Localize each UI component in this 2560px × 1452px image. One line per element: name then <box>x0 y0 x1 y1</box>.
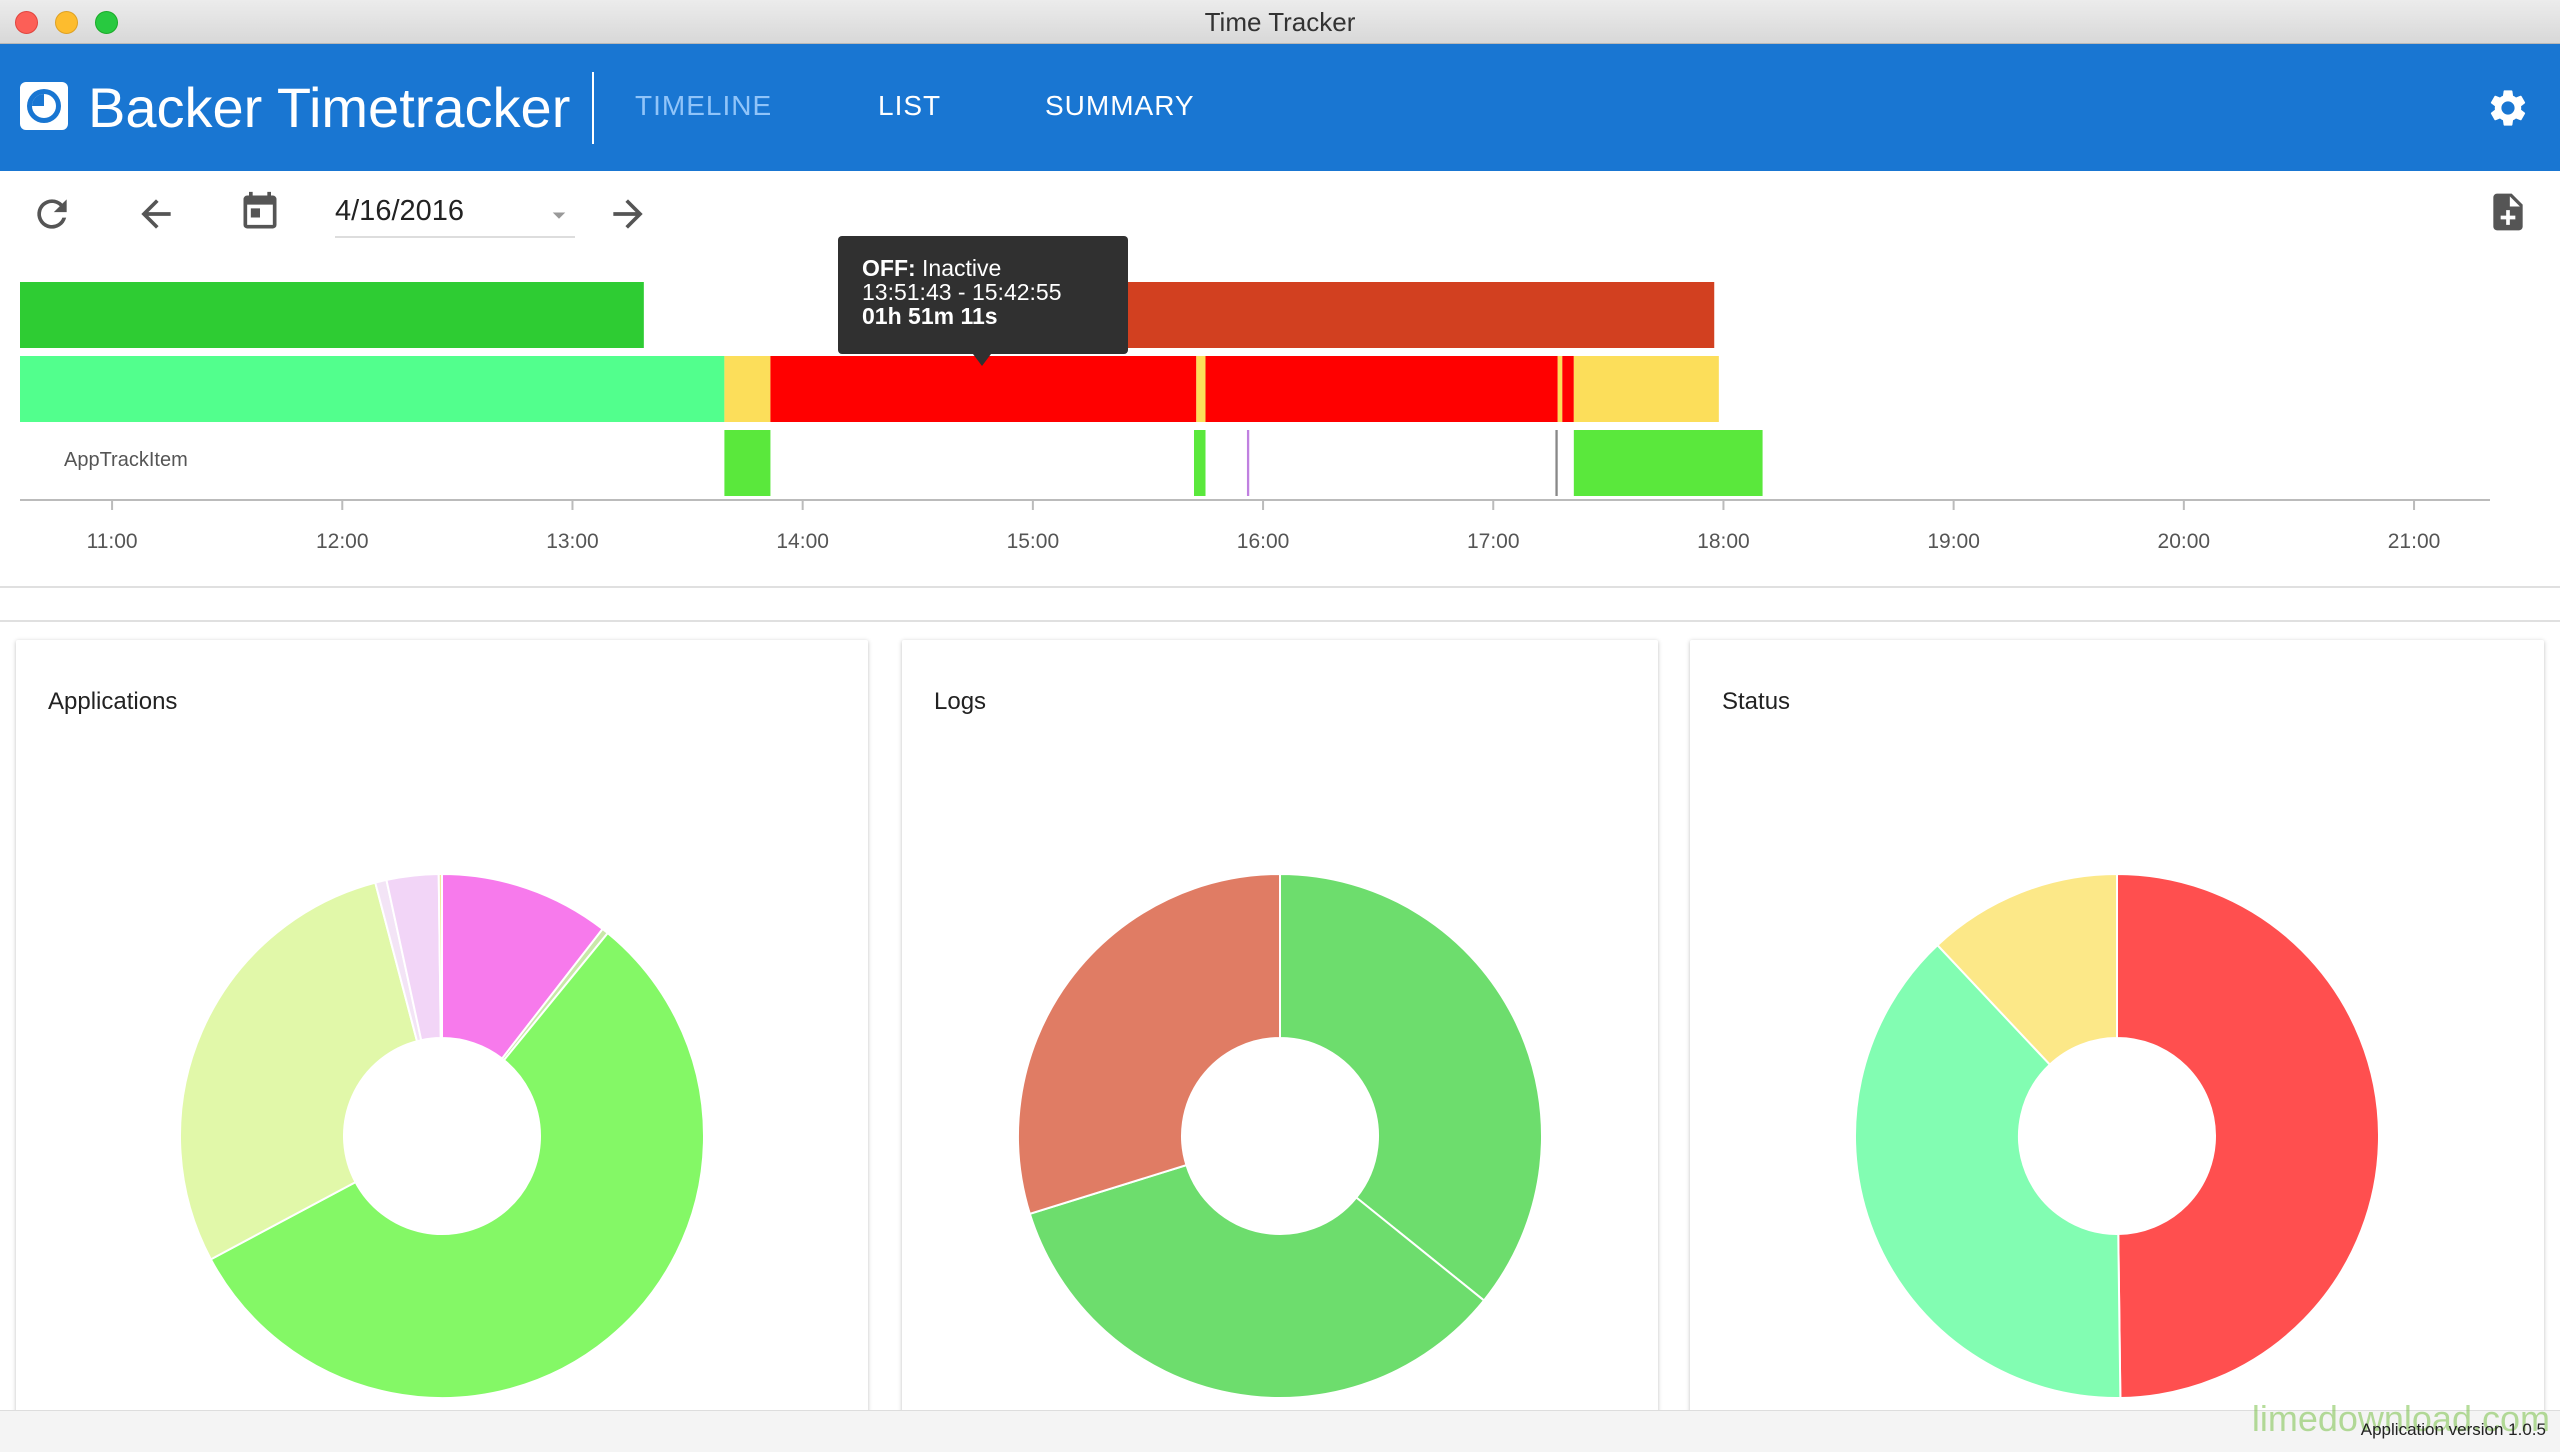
timeline-bar-lane2[interactable] <box>1205 356 1558 422</box>
timeline-bar-lane1[interactable] <box>20 282 644 348</box>
timeline-bar-lane2[interactable] <box>1562 356 1574 422</box>
arrow-back-icon[interactable] <box>134 192 178 236</box>
timeline-tick-label: 20:00 <box>2158 530 2211 553</box>
card-title: Applications <box>48 688 178 715</box>
timeline-tick-label: 17:00 <box>1467 530 1520 553</box>
timeline-tick-label: 13:00 <box>546 530 599 553</box>
timeline-bar-apptrack[interactable] <box>1246 430 1250 496</box>
logs-card: Logs <box>902 640 1658 1452</box>
timeline-tick-label: 18:00 <box>1697 530 1750 553</box>
pie-slice[interactable] <box>1936 872 2118 1067</box>
status-pie-chart <box>1854 872 2380 1399</box>
timeline-tick-label: 12:00 <box>316 530 369 553</box>
row-label-apptrackitem: AppTrackItem <box>64 449 188 471</box>
timeline-bar-lane2[interactable] <box>1196 356 1206 422</box>
logs-pie-chart <box>1017 872 1543 1399</box>
pie-slice[interactable] <box>437 872 443 1040</box>
card-title: Logs <box>934 688 987 715</box>
timeline-tick-label: 16:00 <box>1237 530 1290 553</box>
applications-card: Applications <box>16 640 868 1452</box>
window-titlebar <box>0 0 2560 44</box>
brand-divider <box>592 72 594 144</box>
timeline-tick-label: 11:00 <box>87 530 138 553</box>
refresh-icon[interactable] <box>30 192 74 236</box>
applications-pie-chart <box>179 872 705 1399</box>
pie-slice[interactable] <box>2116 872 2380 1399</box>
calendar-icon[interactable] <box>238 190 282 234</box>
pie-slice[interactable] <box>1017 872 1281 1216</box>
pie-slice[interactable] <box>1279 872 1543 1302</box>
timeline-tick-label: 21:00 <box>2388 530 2441 553</box>
app-header <box>0 44 2560 171</box>
timeline-bar-apptrack[interactable] <box>1573 430 1763 496</box>
minimize-window-button[interactable] <box>55 11 78 34</box>
timeline-bar-lane1[interactable] <box>1078 282 1715 348</box>
app-version: Application version 1.0.5 <box>2360 1420 2546 1439</box>
timeline-tick-label: 19:00 <box>1927 530 1980 553</box>
timeline-bar-apptrack[interactable] <box>1555 430 1558 496</box>
timeline-bar-lane2[interactable] <box>724 356 771 422</box>
tab-list[interactable]: LIST <box>878 90 942 121</box>
close-window-button[interactable] <box>15 11 38 34</box>
pie-slice[interactable] <box>209 931 705 1399</box>
tooltip-status: OFF: <box>862 255 916 281</box>
window-title: Time Tracker <box>1204 7 1356 37</box>
timeline-chart: 11:00 12:00 13:00 14:00 15:00 16:00 17:00 18:00… <box>20 282 2490 553</box>
pie-slice[interactable] <box>1854 943 2122 1399</box>
tab-summary[interactable]: SUMMARY <box>1045 90 1195 121</box>
tab-timeline[interactable]: TIMELINE <box>635 90 773 121</box>
tooltip-range: 13:51:43 - 15:42:55 <box>862 279 1062 305</box>
pie-slice[interactable] <box>1028 1163 1486 1399</box>
timeline-tick-label: 14:00 <box>776 530 829 553</box>
zoom-window-button[interactable] <box>95 11 118 34</box>
timeline-bar-apptrack[interactable] <box>724 430 771 496</box>
clock-logo-icon <box>20 82 68 130</box>
timeline-tick-label: 15:00 <box>1007 530 1060 553</box>
timeline-tooltip: OFF: Inactive 13:51:43 - 15:42:55 01h 51… <box>838 236 1128 366</box>
add-file-icon[interactable] <box>2486 190 2530 234</box>
timeline-bar-lane2[interactable] <box>1557 356 1563 422</box>
section-divider <box>0 620 2560 622</box>
timeline-bar-lane2[interactable] <box>20 356 725 422</box>
tooltip-name: Inactive <box>922 255 1002 281</box>
date-input[interactable] <box>335 186 575 238</box>
watermark-text: limedownload.com <box>2251 1398 2550 1439</box>
app-brand: Backer Timetracker <box>88 76 571 139</box>
timeline-bar-lane2[interactable] <box>770 356 1197 422</box>
footer-bar <box>0 1410 2560 1452</box>
pie-slice[interactable] <box>441 872 604 1060</box>
section-divider <box>0 586 2560 588</box>
card-title: Status <box>1722 688 1791 715</box>
status-card: Status <box>1690 640 2544 1452</box>
timeline-bar-lane2[interactable] <box>1573 356 1719 422</box>
tooltip-duration: 01h 51m 11s <box>862 303 998 329</box>
pie-slice[interactable] <box>179 881 419 1261</box>
timeline-bar-apptrack[interactable] <box>1193 430 1206 496</box>
gear-icon[interactable] <box>2486 86 2530 130</box>
arrow-forward-icon[interactable] <box>606 192 650 236</box>
